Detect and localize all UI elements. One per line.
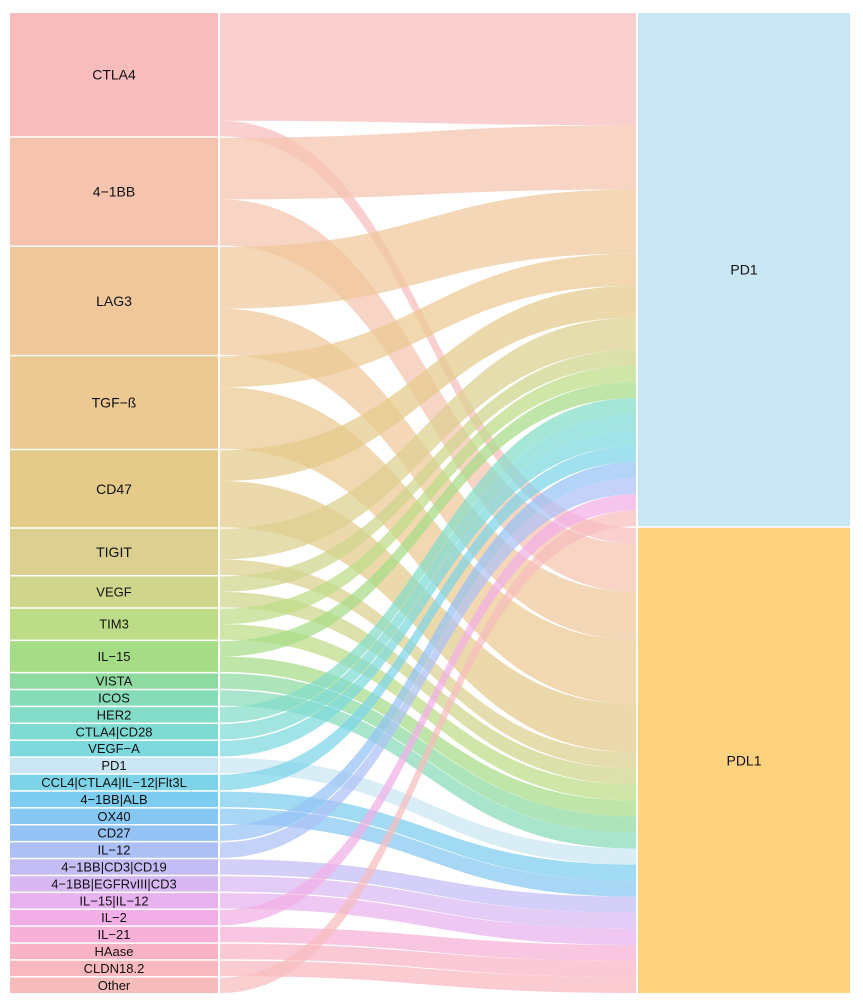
node-label-her2: HER2	[97, 707, 132, 722]
link-4-1bb-to-pd1	[220, 125, 636, 200]
node-vegf-a	[10, 740, 218, 757]
link-tim3-to-pd1	[220, 365, 636, 625]
node-il-2	[10, 909, 218, 926]
node-4-1bb-egfrviii-cd3	[10, 876, 218, 892]
node-tim3	[10, 608, 218, 640]
link-ctla4-cd28-to-pd1	[220, 414, 636, 740]
sankey-nodes	[10, 13, 850, 993]
node-pd1	[10, 757, 218, 774]
link-her2-to-pd1	[220, 397, 636, 723]
node-label-pd1: PD1	[101, 758, 126, 773]
node-il-21	[10, 926, 218, 943]
node-il-15-il-12	[10, 893, 218, 909]
link-tgf-to-pd1	[220, 253, 636, 388]
node-other	[10, 977, 218, 993]
link-tgf-to-pdl1	[220, 387, 636, 705]
node-vegf	[10, 576, 218, 608]
node-label-vegf-a: VEGF−A	[88, 741, 140, 756]
node-label-ctla4: CTLA4	[92, 67, 136, 83]
node-label-other: Other	[98, 978, 131, 993]
link-other-to-pd1	[220, 510, 636, 993]
node-icos	[10, 690, 218, 706]
node-4-1bb	[10, 137, 218, 246]
node-label-cldn18-2: CLDN18.2	[84, 961, 145, 976]
link-il-12-to-pd1	[220, 478, 636, 858]
node-label-tgf: TGF−ß	[92, 395, 137, 411]
node-label-ctla4-cd28: CTLA4|CD28	[75, 724, 152, 739]
node-il-12	[10, 842, 218, 858]
node-label-4-1bb-alb: 4−1BB|ALB	[80, 792, 147, 807]
link-4-1bb-egfrviii-cd3-to-pdl1	[220, 876, 636, 929]
target-label-pd1: PD1	[730, 262, 757, 278]
node-her2	[10, 707, 218, 723]
link-tigit-to-pd1	[220, 317, 636, 560]
node-tgf	[10, 356, 218, 449]
link-il-15-to-pd1	[220, 381, 636, 657]
link-icos-to-pdl1	[220, 690, 636, 849]
node-label-icos: ICOS	[98, 690, 130, 705]
sankey-links	[220, 13, 636, 993]
link-vegf-to-pdl1	[220, 591, 636, 785]
link-lag3-to-pd1	[220, 189, 636, 309]
link-il-15-il-12-to-pdl1	[220, 893, 636, 945]
node-ctla4	[10, 13, 218, 137]
node-label-il-12: IL−12	[98, 843, 131, 858]
node-label-vegf: VEGF	[96, 584, 131, 599]
node-label-haase: HAase	[94, 944, 133, 959]
target-label-pdl1: PDL1	[726, 752, 761, 768]
node-haase	[10, 943, 218, 960]
node-label-il-21: IL−21	[98, 927, 131, 942]
link-vegf-to-pd1	[220, 349, 636, 592]
link-il-15-to-pdl1	[220, 656, 636, 817]
node-label-4-1bb-egfrviii-cd3: 4−1BB|EGFRvIII|CD3	[51, 876, 177, 891]
node-cldn18-2	[10, 960, 218, 977]
node-label-cd27: CD27	[97, 826, 130, 841]
node-cd47	[10, 450, 218, 528]
node-label-4-1bb: 4−1BB	[93, 184, 135, 200]
target-node-pd1	[638, 13, 850, 527]
link-ccl4-ctla4-il-12-flt3l-to-pd1	[220, 446, 636, 791]
node-label-lag3: LAG3	[96, 293, 132, 309]
node-vista	[10, 673, 218, 689]
node-tigit	[10, 528, 218, 575]
link-ctla4-to-pd1	[220, 13, 636, 126]
node-label-ccl4-ctla4-il-12-flt3l: CCL4|CTLA4|IL−12|Flt3L	[41, 775, 187, 790]
link-vegf-a-to-pd1	[220, 430, 636, 757]
node-4-1bb-alb	[10, 791, 218, 808]
link-haase-to-pdl1	[220, 943, 636, 977]
target-node-pdl1	[638, 527, 850, 993]
link-cd27-to-pd1	[220, 462, 636, 841]
node-label-tigit: TIGIT	[96, 544, 132, 560]
node-label-4-1bb-cd3-cd19: 4−1BB|CD3|CD19	[61, 859, 166, 874]
node-il-15	[10, 641, 218, 672]
node-label-ox40: OX40	[97, 809, 130, 824]
link-pd1-to-pdl1	[220, 757, 636, 865]
node-cd27	[10, 825, 218, 841]
link-il-2-to-pd1	[220, 494, 636, 926]
node-label-tim3: TIM3	[99, 617, 129, 632]
node-label-vista: VISTA	[96, 674, 133, 689]
node-4-1bb-cd3-cd19	[10, 859, 218, 875]
node-lag3	[10, 247, 218, 355]
node-label-il-2: IL−2	[101, 910, 127, 925]
node-ctla4-cd28	[10, 724, 218, 740]
link-ox40-to-pdl1	[220, 808, 636, 897]
node-label-il-15: IL−15	[98, 649, 131, 664]
node-ox40	[10, 808, 218, 824]
sankey-labels: CTLA4 4−1BB LAG3 TGF−ß CD47 TIGIT VEGF TIM3 IL−1…	[41, 67, 762, 993]
link-cd47-to-pd1	[220, 285, 636, 482]
link-cldn18-2-to-pdl1	[220, 960, 636, 993]
node-label-il-15-il-12: IL−15|IL−12	[79, 893, 148, 908]
node-label-cd47: CD47	[96, 481, 132, 497]
node-ccl4-ctla4-il-12-flt3l	[10, 774, 218, 791]
